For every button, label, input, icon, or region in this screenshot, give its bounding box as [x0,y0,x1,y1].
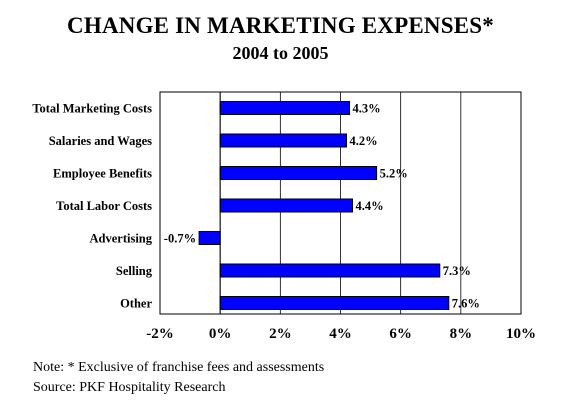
category-label-6: Other [120,297,152,311]
x-tick-label-5: 8% [450,326,473,342]
x-tick-label-6: 10% [506,326,536,342]
x-tick-label-4: 6% [389,326,412,342]
value-label-0: 4.3% [353,102,381,116]
value-label-2: 5.2% [380,167,408,181]
chart-title: CHANGE IN MARKETING EXPENSES* [67,13,494,38]
bar-0 [219,101,351,115]
bar-5 [219,263,441,278]
x-tick-label-3: 4% [329,326,352,342]
x-tick-label-0: -2% [146,326,174,342]
source-note: Source: PKF Hospitality Research [33,380,226,395]
bar-2 [219,166,378,180]
bar-1 [219,133,348,148]
x-tick-label-1: 0% [209,326,232,342]
category-label-3: Total Labor Costs [56,199,152,213]
x-tick-label-2: 2% [269,326,292,342]
value-label-6: 7.6% [452,297,480,311]
bar-3 [219,198,354,213]
bar-6 [219,296,450,310]
value-label-1: 4.2% [350,134,378,148]
category-label-5: Selling [116,264,153,278]
category-label-0: Total Marketing Costs [32,102,152,116]
category-label-1: Salaries and Wages [49,134,152,148]
chart-subtitle: 2004 to 2005 [232,43,329,63]
bar-4 [198,231,221,245]
value-label-4: -0.7% [164,232,196,246]
value-label-5: 7.3% [443,264,471,278]
value-label-3: 4.4% [356,199,384,213]
category-label-2: Employee Benefits [53,167,152,181]
footnote: Note: * Exclusive of franchise fees and … [33,360,325,375]
category-label-4: Advertising [90,232,153,246]
plot-area-frame [159,91,522,315]
